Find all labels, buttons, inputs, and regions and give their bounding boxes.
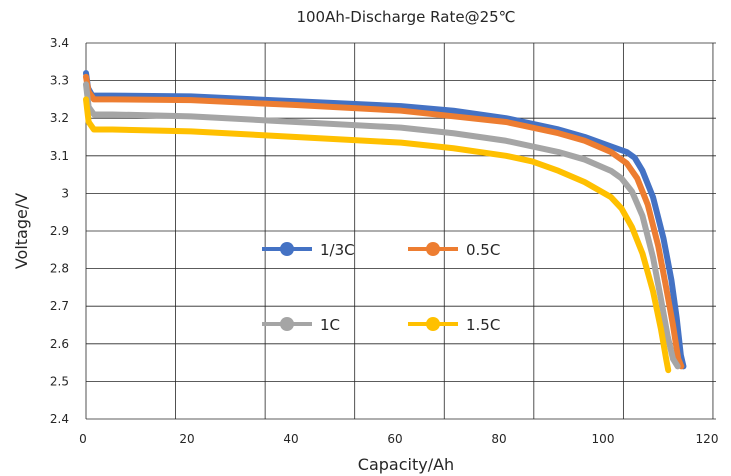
y-tick-label-2: 2.6	[50, 337, 69, 351]
series-line-0	[83, 70, 687, 370]
x-tick-label-6: 120	[696, 432, 719, 446]
chart-title: 100Ah-Discharge Rate@25℃	[296, 8, 515, 26]
legend-marker-1	[426, 242, 440, 256]
legend-marker-0	[280, 242, 294, 256]
y-tick-label-6: 3	[61, 186, 69, 200]
y-tick-label-5: 2.9	[50, 224, 69, 238]
y-tick-label-3: 2.7	[50, 299, 69, 313]
legend: 1/3C 0.5C 1C 1.5C	[262, 241, 500, 334]
y-tick-label-9: 3.3	[50, 74, 69, 88]
x-tick-label-1: 20	[179, 432, 194, 446]
legend-marker-2	[280, 317, 294, 331]
series-line-3	[83, 96, 672, 374]
x-tick-label-4: 80	[491, 432, 506, 446]
legend-marker-3	[426, 317, 440, 331]
y-axis-label: Voltage/V	[12, 193, 31, 269]
y-tick-label-10: 3.4	[50, 36, 69, 50]
legend-label-2: 1C	[320, 316, 340, 334]
y-tick-label-8: 3.2	[50, 111, 69, 125]
x-tick-label-3: 60	[387, 432, 402, 446]
series-lines	[83, 70, 687, 374]
series-line-2	[83, 81, 681, 370]
legend-label-3: 1.5C	[466, 316, 500, 334]
legend-label-1: 0.5C	[466, 241, 500, 259]
tick-labels: 2.4 2.5 2.6 2.7 2.8 2.9 3 3.1 3.2 3.3 3.4 0 20 40 60 80…	[50, 36, 719, 446]
legend-label-0: 1/3C	[320, 241, 355, 259]
series-line-1	[83, 73, 685, 370]
x-tick-label-5: 100	[592, 432, 615, 446]
x-tick-label-2: 40	[283, 432, 298, 446]
x-tick-label-0: 0	[79, 432, 87, 446]
y-tick-label-1: 2.5	[50, 374, 69, 388]
x-axis-label: Capacity/Ah	[358, 455, 454, 474]
y-tick-label-0: 2.4	[50, 412, 69, 426]
y-tick-label-7: 3.1	[50, 149, 69, 163]
y-tick-label-4: 2.8	[50, 262, 69, 276]
